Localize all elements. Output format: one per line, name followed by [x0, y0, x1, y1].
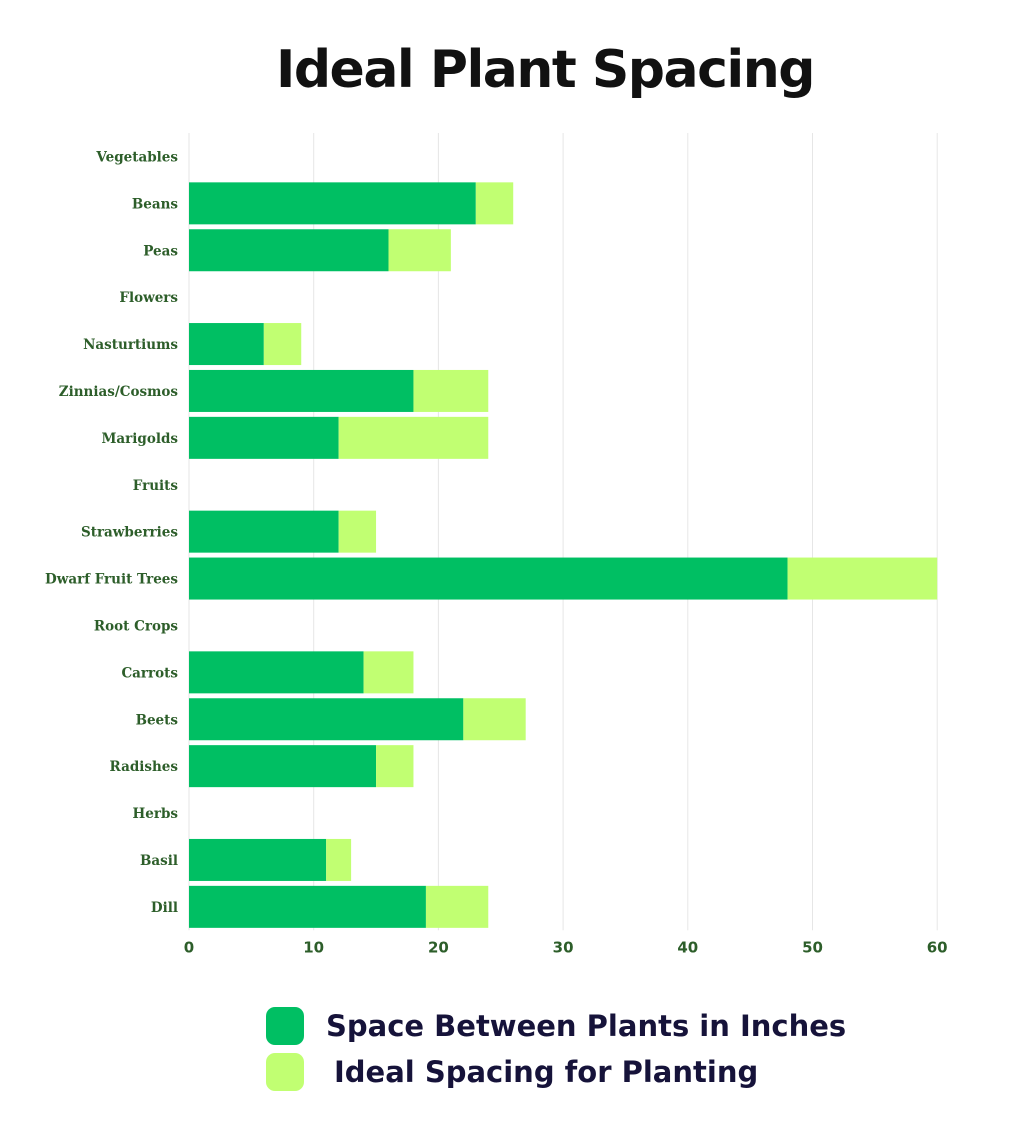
- x-tick-label: 40: [677, 938, 698, 956]
- legend-item-ideal: Ideal Spacing for Planting: [266, 1050, 846, 1094]
- bar-ideal: [463, 698, 526, 741]
- category-label: Flowers: [119, 290, 178, 306]
- bar-ideal: [787, 557, 938, 600]
- bar-space: [189, 557, 788, 600]
- bar-ideal: [263, 323, 302, 366]
- bars: [189, 182, 938, 928]
- category-label: Dwarf Fruit Trees: [45, 572, 178, 588]
- bar-ideal: [338, 416, 489, 459]
- category-labels: Vegetables Beans Peas Flowers Nasturtiums Zin…: [45, 149, 178, 915]
- bar-ideal: [363, 651, 414, 694]
- category-label: Dill: [151, 900, 178, 916]
- category-label: Herbs: [133, 806, 179, 822]
- bar-ideal: [326, 838, 352, 881]
- bar-ideal: [376, 745, 414, 788]
- legend-swatch-space: [266, 1007, 304, 1045]
- legend-label-space: Space Between Plants in Inches: [326, 1009, 847, 1043]
- category-label: Peas: [143, 243, 178, 259]
- bar-space: [189, 369, 414, 412]
- bar-space: [189, 323, 264, 366]
- category-label: Marigolds: [101, 431, 178, 447]
- category-label: Carrots: [121, 665, 178, 681]
- x-tick-label: 30: [553, 938, 574, 956]
- x-tick-label: 0: [184, 938, 194, 956]
- chart-title: Ideal Plant Spacing: [275, 40, 816, 100]
- category-label: Root Crops: [94, 618, 178, 634]
- category-label: Beans: [132, 196, 179, 212]
- bar-chart: Vegetables Beans Peas Flowers Nasturtiums Zin…: [45, 133, 948, 956]
- legend-item-space: Space Between Plants in Inches: [266, 1004, 846, 1048]
- bar-space: [189, 698, 464, 741]
- bar-space: [189, 229, 389, 272]
- bar-space: [189, 182, 476, 225]
- category-label: Beets: [136, 712, 179, 728]
- bar-ideal: [338, 510, 377, 553]
- x-tick-label: 20: [428, 938, 449, 956]
- legend: Space Between Plants in Inches Ideal Spa…: [266, 1004, 846, 1096]
- legend-label-ideal: Ideal Spacing for Planting: [334, 1055, 759, 1089]
- bar-space: [189, 838, 327, 881]
- category-label: Radishes: [110, 759, 179, 775]
- bar-ideal: [413, 369, 489, 412]
- bar-space: [189, 510, 339, 553]
- x-tick-label: 50: [802, 938, 823, 956]
- bar-ideal: [425, 885, 489, 928]
- category-label: Zinnias/Cosmos: [59, 384, 179, 400]
- bar-space: [189, 885, 426, 928]
- category-label: Fruits: [133, 478, 179, 494]
- x-tick-labels: 0 10 20 30 40 50 60: [184, 938, 948, 956]
- legend-swatch-ideal: [266, 1053, 304, 1091]
- bar-space: [189, 416, 339, 459]
- x-tick-label: 10: [303, 938, 324, 956]
- x-tick-label: 60: [927, 938, 948, 956]
- category-label: Vegetables: [95, 149, 178, 165]
- category-label: Nasturtiums: [83, 337, 178, 353]
- bar-ideal: [475, 182, 514, 225]
- category-label: Strawberries: [81, 525, 178, 541]
- bar-space: [189, 745, 377, 788]
- category-label: Basil: [140, 853, 178, 869]
- bar-space: [189, 651, 364, 694]
- bar-ideal: [388, 229, 451, 272]
